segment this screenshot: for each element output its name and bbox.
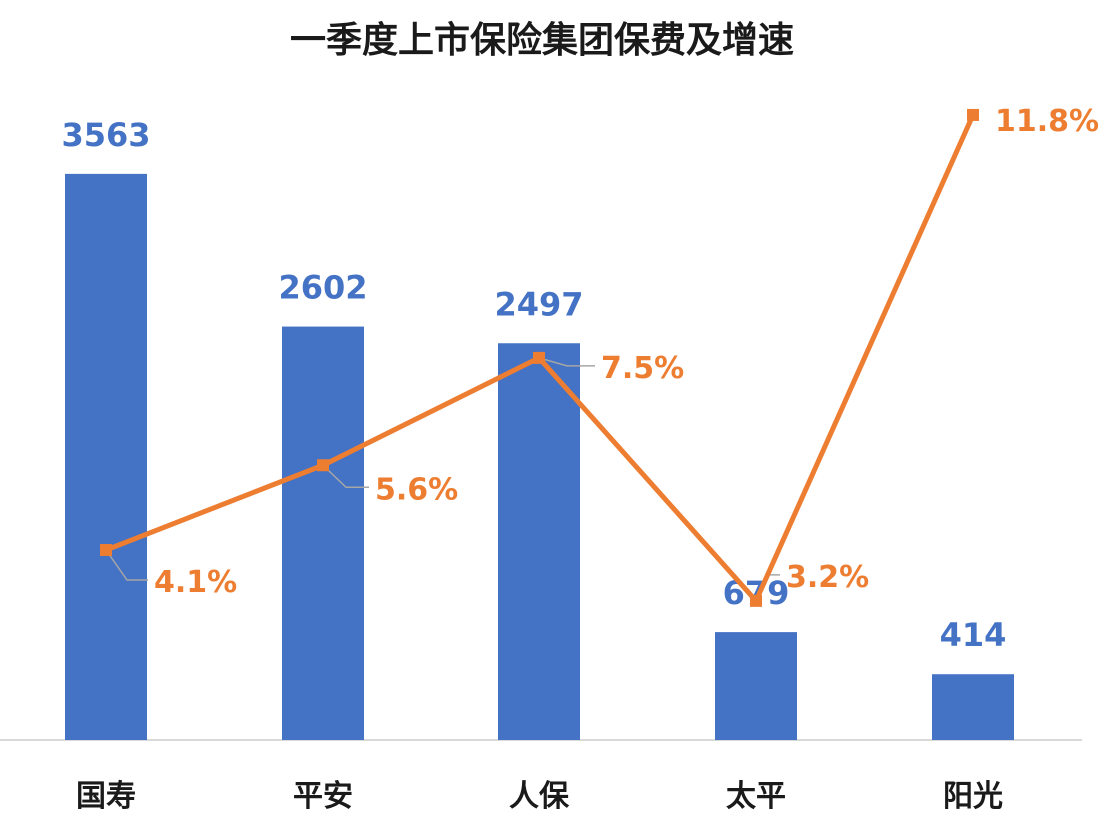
bar-value-label-1: 3563 xyxy=(61,116,150,154)
category-label-3: 人保 xyxy=(509,779,570,814)
line-marker-5 xyxy=(967,108,979,121)
growth-label-1: 4.1% xyxy=(154,565,237,600)
bar-2 xyxy=(282,326,364,740)
leader-line-2 xyxy=(322,464,369,488)
line-marker-2 xyxy=(317,459,329,472)
leader-line-1 xyxy=(105,549,148,581)
growth-label-4: 3.2% xyxy=(786,560,869,595)
line-marker-4 xyxy=(750,594,762,607)
bar-5 xyxy=(932,674,1014,740)
bar-1 xyxy=(65,173,147,740)
line-marker-3 xyxy=(533,351,545,364)
category-label-5: 阳光 xyxy=(943,779,1003,814)
bar-value-label-3: 2497 xyxy=(494,285,583,323)
growth-label-5: 11.8% xyxy=(995,104,1099,139)
category-label-4: 太平 xyxy=(726,779,786,814)
bar-value-label-2: 2602 xyxy=(278,269,367,307)
bar-4 xyxy=(715,632,797,740)
bar-value-label-5: 414 xyxy=(940,616,1007,654)
category-label-2: 平安 xyxy=(293,779,353,814)
growth-label-3: 7.5% xyxy=(601,351,684,386)
category-label-1: 国寿 xyxy=(76,779,136,814)
leader-line-3 xyxy=(538,357,595,367)
bar-3 xyxy=(498,343,580,740)
line-marker-1 xyxy=(100,544,112,556)
growth-label-2: 5.6% xyxy=(375,472,458,507)
chart-title: 一季度上市保险集团保费及增速 xyxy=(290,20,794,61)
